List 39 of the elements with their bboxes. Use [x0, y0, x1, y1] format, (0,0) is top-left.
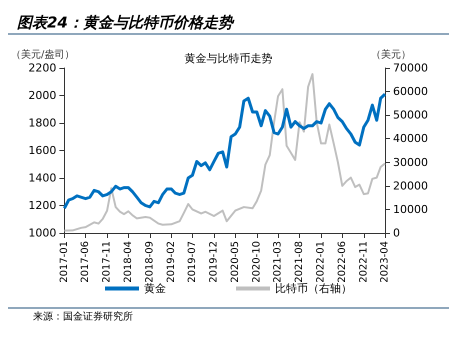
x-tick-label: 2019-12 [208, 241, 220, 283]
y-tick-label: 2200 [28, 62, 56, 74]
x-tick-label: 2022-06 [336, 241, 348, 283]
x-tick-label: 2020-05 [230, 241, 241, 283]
y-tick-label: 1200 [28, 199, 56, 212]
source-note: 来源：国金证券研究所 [33, 310, 133, 322]
y-axis-title: （美元/盎司） [10, 48, 74, 60]
y2-tick-label: 70000 [393, 62, 428, 74]
legend-label: 比特币（右轴） [275, 282, 352, 295]
x-tick-label: 2018-04 [122, 241, 134, 283]
x-tick-label: 2023-04 [380, 241, 390, 283]
legend-label: 黄金 [144, 282, 166, 295]
x-tick-label: 2019-07 [186, 241, 198, 283]
x-tick-label: 2021-03 [272, 241, 284, 283]
line-series [62, 92, 386, 210]
y-tick-label: 1800 [28, 116, 56, 130]
y2-axis-title: （美元） [371, 48, 411, 60]
y2-tick-label: 50000 [393, 108, 428, 122]
y2-tick-label: 40000 [393, 132, 428, 146]
y2-tick-label: 20000 [393, 179, 428, 192]
x-tick-label: 2017-06 [80, 241, 92, 283]
y2-tick-label: 10000 [393, 202, 428, 216]
y2-tick-label: 0 [393, 226, 400, 240]
x-tick-label: 2017-01 [58, 241, 70, 283]
y2-tick-label: 60000 [393, 85, 428, 98]
x-tick-label: 2020-10 [251, 241, 262, 283]
x-tick-label: 2022-11 [358, 241, 370, 283]
y-tick-label: 1600 [28, 144, 56, 157]
y-tick-label: 1000 [28, 226, 56, 240]
x-tick-label: 2018-09 [144, 241, 156, 283]
x-tick-label: 2022-01 [316, 241, 327, 283]
chart-subtitle: 黄金与比特币走势 [184, 52, 272, 65]
x-tick-label: 2021-08 [294, 241, 306, 283]
chart-title: 图表24：黄金与比特币价格走势 [17, 14, 235, 32]
x-tick-label: 2019-02 [166, 241, 177, 283]
y-tick-label: 2000 [28, 89, 56, 102]
y-tick-label: 1400 [28, 172, 56, 184]
x-tick-label: 2017-11 [102, 241, 113, 283]
y2-tick-label: 30000 [393, 156, 428, 169]
